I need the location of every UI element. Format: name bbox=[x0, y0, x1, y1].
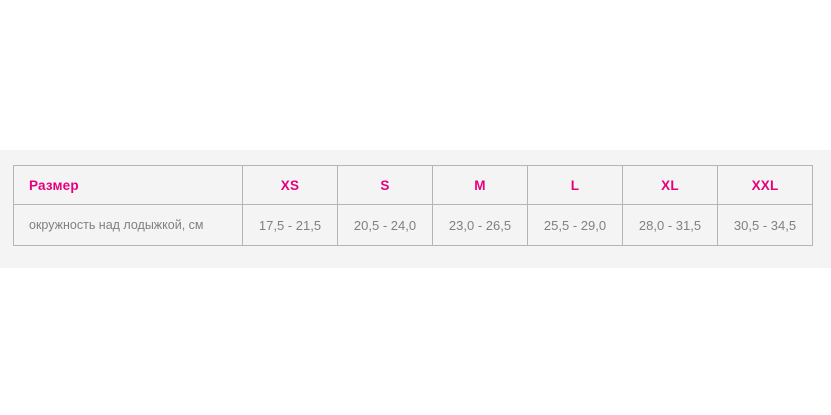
header-cell-xl: XL bbox=[622, 165, 718, 205]
table-header-row: Размер XS S M L XL XXL bbox=[13, 165, 813, 205]
row-label-ankle-circumference: окружность над лодыжкой, см bbox=[13, 204, 243, 246]
value-cell-xs: 17,5 - 21,5 bbox=[242, 204, 338, 246]
header-cell-size-label: Размер bbox=[13, 165, 243, 205]
header-cell-l: L bbox=[527, 165, 623, 205]
value-cell-xxl: 30,5 - 34,5 bbox=[717, 204, 813, 246]
size-chart-container: Размер XS S M L XL XXL окружность над ло… bbox=[13, 165, 813, 246]
header-cell-m: M bbox=[432, 165, 528, 205]
size-chart-table: Размер XS S M L XL XXL окружность над ло… bbox=[13, 165, 813, 246]
header-cell-xxl: XXL bbox=[717, 165, 813, 205]
header-cell-s: S bbox=[337, 165, 433, 205]
table-row: окружность над лодыжкой, см 17,5 - 21,5 … bbox=[13, 204, 813, 246]
header-cell-xs: XS bbox=[242, 165, 338, 205]
value-cell-l: 25,5 - 29,0 bbox=[527, 204, 623, 246]
value-cell-s: 20,5 - 24,0 bbox=[337, 204, 433, 246]
value-cell-xl: 28,0 - 31,5 bbox=[622, 204, 718, 246]
value-cell-m: 23,0 - 26,5 bbox=[432, 204, 528, 246]
